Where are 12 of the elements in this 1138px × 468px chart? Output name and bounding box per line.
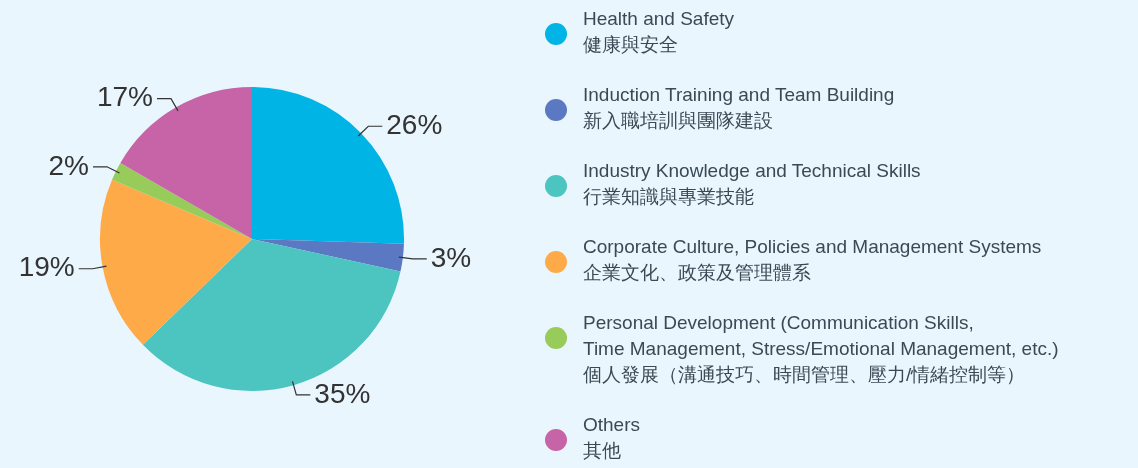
data-label: 17% [96,81,153,113]
data-label: 3% [430,241,472,273]
legend-label: Induction Training and Team Building 新入職培訓與團隊建設 [583,83,895,133]
legend-label: Personal Development (Communication Skills, Time Management, Stress/Emotional Management, etc.) 個人發展（溝通技巧、時間管理、壓力/情緒控制等） [583,311,1059,387]
legend-label: Health and Safety 健康與安全 [583,7,735,57]
data-label: 19% [18,251,75,283]
data-label: 2% [48,149,89,181]
legend-label: Others 其他 [583,413,641,463]
legend-label: Industry Knowledge and Technical Skills 行業知識與專業技能 [583,159,921,209]
legend-label: Corporate Culture, Policies and Management Systems 企業文化、政策及管理體系 [583,235,1042,285]
data-label: 26% [386,108,443,140]
data-label: 35% [314,377,371,409]
